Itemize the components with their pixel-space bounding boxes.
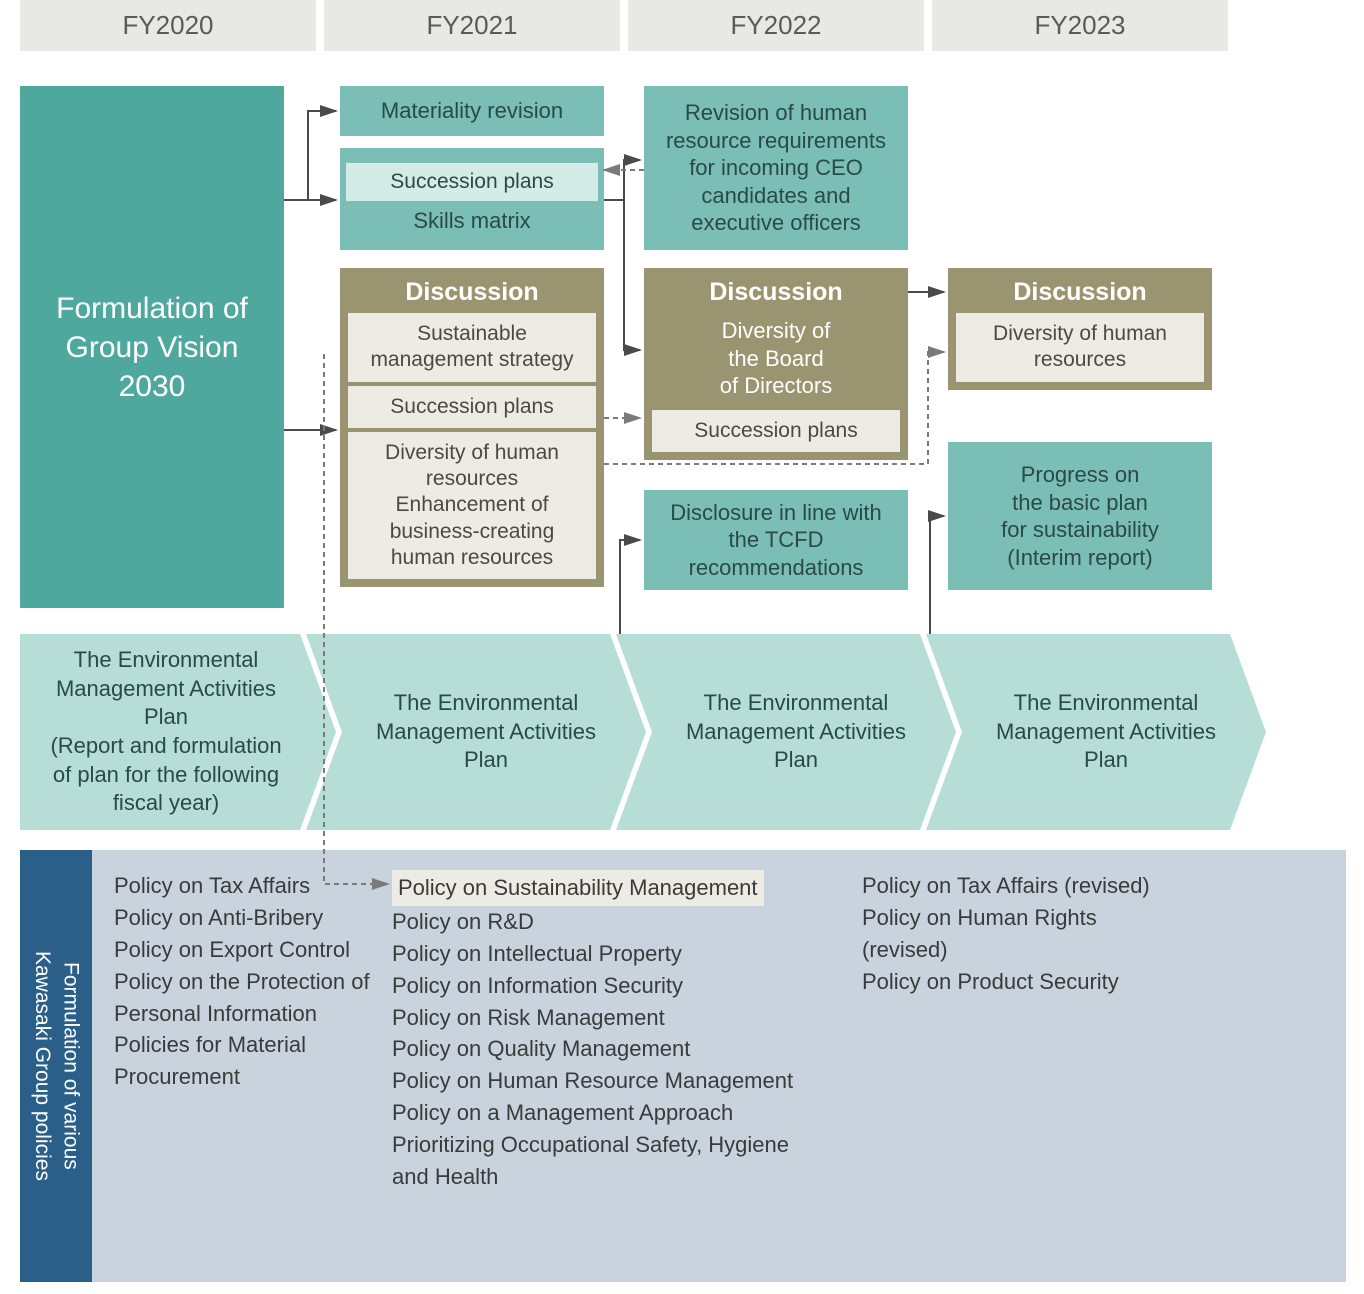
policy-item: Policy on the Protection of Personal Inf… — [114, 966, 374, 1030]
fy2021-discussion: Discussion Sustainable management strate… — [340, 268, 604, 587]
header-fy2022: FY2022 — [628, 0, 924, 51]
header-fy2023: FY2023 — [932, 0, 1228, 51]
fy2021-disc-item2: Succession plans — [348, 386, 596, 428]
chevron-fy2022: The Environmental Management Activities … — [616, 634, 956, 830]
fy2021-discussion-title: Discussion — [344, 272, 600, 313]
fy2021-succession-light: Succession plans — [346, 163, 598, 201]
fy2023-discussion: Discussion Diversity of human resources — [948, 268, 1212, 390]
header-fy2020: FY2020 — [20, 0, 316, 51]
policy-item: Policy on Product Security — [862, 966, 1172, 998]
header-fy2021: FY2021 — [324, 0, 620, 51]
policy-item: Policy on R&D — [392, 906, 822, 938]
policy-item: Policy on a Management Approach Prioriti… — [392, 1097, 822, 1193]
policy-item: Policy on Export Control — [114, 934, 374, 966]
fy2023-diversity: Diversity of human resources — [956, 313, 1204, 382]
policy-item: Policy on Anti-Bribery — [114, 902, 374, 934]
fy2020-vision-box: Formulation of Group Vision 2030 — [20, 86, 284, 608]
policy-item: Policy on Intellectual Property — [392, 938, 822, 970]
fy2021-disc-item1: Sustainable management strategy — [348, 313, 596, 382]
fy2022-discussion-title: Discussion — [648, 272, 904, 313]
fy2023-discussion-title: Discussion — [952, 272, 1208, 313]
policy-item: Policy on Risk Management — [392, 1002, 822, 1034]
policy-item: Policies for Material Procurement — [114, 1029, 374, 1093]
fy2021-skills-wrap: Succession plans Skills matrix — [340, 148, 604, 250]
policies-fy2023: Policy on Tax Affairs (revised) Policy o… — [862, 870, 1172, 998]
fy2023-progress: Progress on the basic plan for sustainab… — [948, 442, 1212, 590]
policy-item: Policy on Human Rights (revised) — [862, 902, 1172, 966]
policy-item: Policy on Tax Affairs — [114, 870, 374, 902]
fy2022-discussion-sub: Diversity of the Board of Directors — [648, 313, 904, 410]
policy-item: Policy on Human Resource Management — [392, 1065, 822, 1097]
policy-item: Policy on Quality Management — [392, 1033, 822, 1065]
policies-fy2020: Policy on Tax Affairs Policy on Anti-Bri… — [114, 870, 374, 1093]
chevron-fy2023: The Environmental Management Activities … — [926, 634, 1266, 830]
fy2022-revision: Revision of human resource requirements … — [644, 86, 908, 250]
fy2022-discussion: Discussion Diversity of the Board of Dir… — [644, 268, 908, 460]
policy-item: Policy on Information Security — [392, 970, 822, 1002]
fy2021-disc-item3: Diversity of human resources Enhancement… — [348, 432, 596, 579]
policies-label: Formulation of various Kawasaki Group po… — [20, 850, 92, 1282]
policy-item: Policy on Tax Affairs (revised) — [862, 870, 1172, 902]
chevron-fy2021: The Environmental Management Activities … — [306, 634, 646, 830]
policies-fy2021: Policy on Sustainability Management Poli… — [392, 870, 822, 1193]
chevron-fy2020: The Environmental Management Activities … — [20, 634, 336, 830]
fy2021-skills: Skills matrix — [413, 207, 530, 235]
policy-highlight: Policy on Sustainability Management — [392, 870, 764, 906]
fy2022-succession: Succession plans — [652, 410, 900, 452]
fy2021-materiality: Materiality revision — [340, 86, 604, 136]
fy2022-tcfd: Disclosure in line with the TCFD recomme… — [644, 490, 908, 590]
